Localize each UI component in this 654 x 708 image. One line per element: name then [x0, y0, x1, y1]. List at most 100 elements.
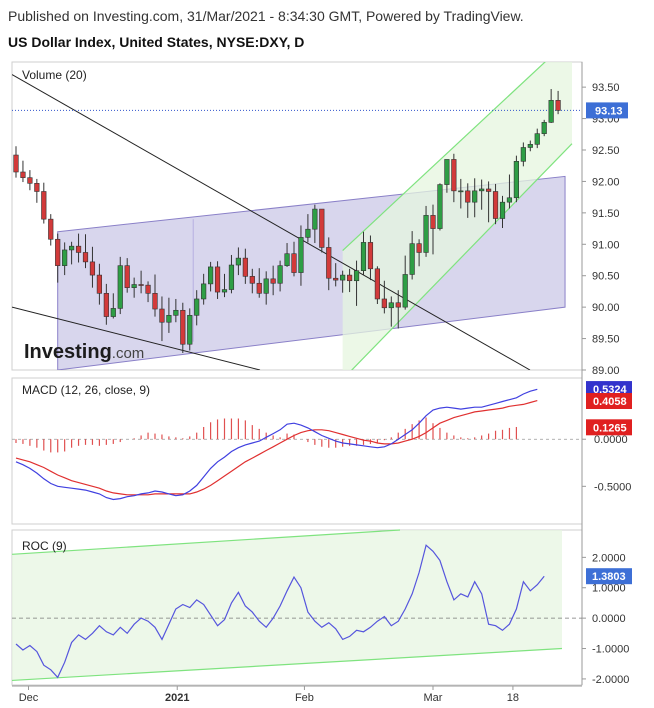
candle [75, 233, 82, 263]
candle-body [416, 243, 422, 253]
time-axis-label: Dec [19, 692, 39, 704]
chart-title: US Dollar Index, United States, NYSE:DXY… [8, 34, 305, 50]
candle-body [444, 159, 450, 185]
candle [263, 271, 269, 305]
candle-body [187, 315, 193, 345]
roc-axis-label: 2.0000 [592, 552, 626, 564]
candle [27, 170, 33, 191]
candle [326, 237, 332, 291]
candle-body [124, 265, 130, 288]
price-axis-label: 91.00 [592, 239, 620, 251]
candle-body [221, 289, 228, 293]
candle-body [381, 298, 387, 309]
candle [527, 140, 533, 152]
candle-body [75, 245, 82, 253]
candle [458, 178, 464, 209]
candle [492, 183, 499, 225]
roc-legend: ROC (9) [22, 539, 67, 553]
macd-signal-line [15, 400, 538, 496]
candle-body [138, 284, 144, 286]
candle-body [312, 208, 318, 230]
candle [485, 181, 492, 223]
candle [20, 160, 26, 183]
candle-body [208, 266, 214, 285]
candle [534, 128, 540, 149]
candle-body [353, 270, 360, 282]
candle [55, 233, 61, 283]
candle [319, 208, 325, 253]
candle-body [228, 264, 235, 290]
candle [374, 266, 381, 304]
candle-body [472, 190, 478, 203]
candle [423, 205, 429, 257]
candle-body [117, 265, 123, 309]
candle [541, 119, 547, 137]
candle [277, 260, 283, 292]
candle-body [499, 201, 506, 219]
candle [472, 178, 478, 218]
candle [173, 298, 179, 323]
candle [194, 290, 200, 326]
price-axis-label: 93.50 [592, 82, 620, 94]
macd-panel-frame [11, 377, 583, 525]
candle [402, 255, 408, 310]
roc-axis-label: -2.0000 [592, 674, 629, 686]
price-axis-label: 90.50 [592, 271, 620, 283]
time-axis-label: 2021 [165, 692, 189, 704]
candle [416, 239, 422, 267]
candle-body [34, 183, 40, 192]
candle [284, 243, 290, 267]
candle-body [451, 159, 457, 192]
candle [513, 155, 519, 203]
candle [479, 179, 485, 210]
candle-body [235, 257, 242, 266]
candle [340, 270, 346, 293]
price-axis-label: 92.50 [592, 145, 620, 157]
candle-body [242, 257, 248, 277]
candle-body [180, 309, 186, 345]
roc-axis-label: 0.0000 [592, 613, 626, 625]
candle-body [430, 215, 436, 229]
candle [444, 159, 450, 193]
candle-body [479, 188, 485, 192]
candle [367, 235, 374, 281]
candle-body [145, 284, 151, 294]
candle-body [62, 249, 68, 266]
roc-channel-fill [12, 530, 562, 681]
candle [48, 214, 54, 246]
candle-body [41, 191, 47, 220]
candle [437, 183, 443, 231]
downtrend-line-lower [12, 306, 261, 370]
candle [201, 273, 207, 305]
candle-body [527, 144, 533, 148]
candle-body [548, 100, 554, 123]
candle-body [284, 253, 290, 266]
candle-body [340, 274, 346, 281]
candle-body [437, 184, 443, 229]
candle [242, 248, 248, 284]
candle [152, 274, 158, 317]
candle-body [256, 282, 262, 294]
candle [270, 265, 276, 296]
candle-body [395, 302, 401, 308]
candle [346, 268, 353, 293]
candle-body [214, 266, 221, 293]
candle-body [89, 261, 96, 276]
candle-body [96, 274, 102, 294]
candle [187, 308, 193, 351]
roc-axis-label: 1.0000 [592, 583, 626, 595]
candle-body [152, 293, 158, 310]
candle-body [298, 237, 304, 273]
candle [291, 241, 297, 277]
roc-value-text: 1.3803 [592, 571, 626, 583]
price-axis-label: 91.50 [592, 208, 620, 220]
rising-channel-upper [342, 62, 546, 252]
candle [82, 234, 89, 269]
candle-body [506, 197, 513, 203]
price-axis-label: 89.50 [592, 334, 620, 346]
candle-body [131, 284, 137, 288]
macd-axis-label: -0.5000 [594, 481, 631, 493]
candle-body [555, 100, 561, 111]
macd-line [15, 388, 538, 501]
